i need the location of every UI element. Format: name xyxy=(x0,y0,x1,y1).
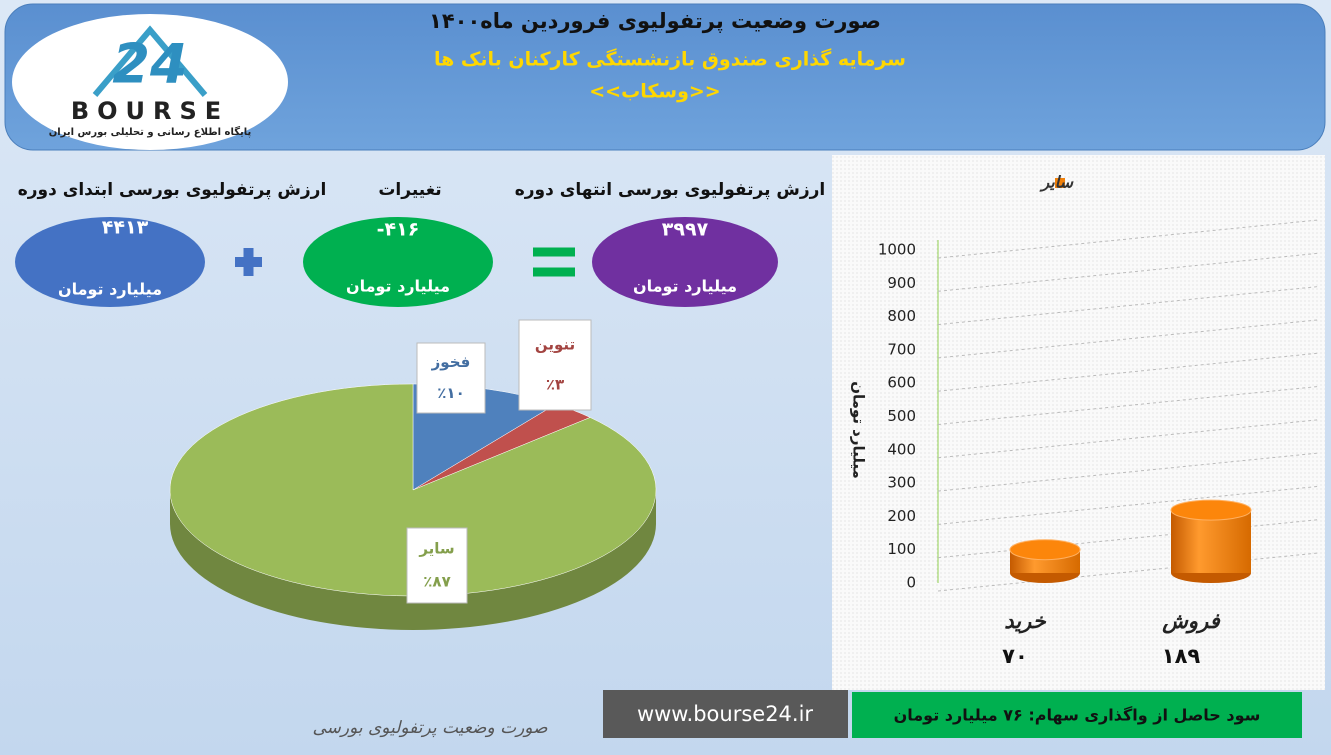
summary-label: ارزش پرتفولیوی بورسی ابتدای دوره xyxy=(18,180,327,200)
grid-line xyxy=(937,319,1319,359)
site-url: www.bourse24.ir xyxy=(637,702,813,726)
summary-value: ۳۹۹۷ xyxy=(662,219,709,241)
grid-line xyxy=(937,286,1319,326)
y-tick-label: 100 xyxy=(887,540,916,558)
grid-line xyxy=(937,252,1319,292)
summary-value: -۴۱۶ xyxy=(377,219,420,241)
label-box xyxy=(518,319,592,411)
grid-line xyxy=(937,419,1319,459)
fund-name: <<وسکاب>> xyxy=(589,81,720,103)
grid-line xyxy=(937,219,1319,259)
profit-box xyxy=(852,692,1302,738)
grid-line xyxy=(937,552,1319,592)
value-label: ۱۸۹ xyxy=(1162,644,1201,668)
y-tick-label: 200 xyxy=(887,507,916,525)
y-tick-label: 300 xyxy=(887,474,916,492)
pie-side xyxy=(170,490,656,630)
caption: صورت وضعیت پرتفولیوی بورسی xyxy=(312,718,548,738)
y-tick-label: 1000 xyxy=(878,241,916,259)
label-box xyxy=(416,342,486,414)
logo: 24 BOURSE پایگاه اطلاع رسانی و تحلیلی بو… xyxy=(12,14,288,150)
summary-label: تغییرات xyxy=(378,180,441,200)
logo-number: 24 xyxy=(112,33,187,96)
slice-name: سایر xyxy=(418,540,454,558)
grid-line xyxy=(937,452,1319,492)
y-tick-label: 900 xyxy=(887,274,916,292)
pie-chart: فخوز ٪۱۰ تنوین ٪۳ سایر ٪۸۷ xyxy=(169,319,657,630)
bar-top xyxy=(1009,539,1081,561)
bar-chart: 0 100 200 300 400 500 600 700 800 900 1000 میلیارد … xyxy=(850,173,1319,668)
logo-tagline: پایگاه اطلاع رسانی و تحلیلی بورس ایران xyxy=(49,125,252,138)
label-box xyxy=(406,527,468,604)
logo-brand: BOURSE xyxy=(71,97,229,125)
profit-text: سود حاصل از واگذاری سهام: ۷۶ میلیارد توم… xyxy=(894,706,1261,725)
summary-unit: میلیارد تومان xyxy=(346,277,450,296)
y-tick-label: 400 xyxy=(887,440,916,458)
value-ellipse xyxy=(15,217,205,307)
legend-label: سایر xyxy=(1038,173,1073,193)
value-label: ۷۰ xyxy=(1002,644,1028,668)
x-tick-label: خرید xyxy=(1004,609,1046,634)
value-ellipse xyxy=(303,217,493,307)
bar-panel xyxy=(832,155,1325,690)
summary-label: ارزش پرتفولیوی بورسی انتهای دوره xyxy=(515,180,826,200)
slice-value: ٪۳ xyxy=(546,375,564,393)
pie-slice xyxy=(169,383,657,597)
slice-name: تنوین xyxy=(535,336,575,354)
summary: ارزش پرتفولیوی بورسی ابتدای دوره تغییرات… xyxy=(15,180,825,307)
summary-unit: میلیارد تومان xyxy=(58,280,162,299)
y-tick-label: 0 xyxy=(906,574,916,592)
subtitle: سرمایه گذاری صندوق بازنشستگی کارکنان بان… xyxy=(434,48,906,71)
grid-line xyxy=(937,352,1319,392)
slice-value: ٪۸۷ xyxy=(423,573,450,591)
slice-name: فخوز xyxy=(431,353,471,371)
y-tick-label: 700 xyxy=(887,340,916,358)
grid-line xyxy=(937,519,1319,559)
y-axis-label: میلیارد تومان xyxy=(850,381,868,479)
grid-line xyxy=(937,485,1319,525)
bar-top xyxy=(1170,499,1252,521)
y-tick-label: 600 xyxy=(887,374,916,392)
summary-unit: میلیارد تومان xyxy=(633,277,737,296)
site-box xyxy=(603,690,848,738)
x-tick-label: فروش xyxy=(1161,609,1220,634)
value-ellipse xyxy=(592,217,778,307)
equals-sign xyxy=(533,247,575,277)
legend-swatch xyxy=(1055,178,1065,188)
header-band xyxy=(4,3,1326,151)
grid-line xyxy=(937,386,1319,425)
summary-value: ۴۴۱۳ xyxy=(102,217,149,239)
y-tick-label: 500 xyxy=(887,407,916,425)
title: صورت وضعیت پرتفولیوی فروردین ماه۱۴۰۰ xyxy=(429,9,881,33)
plus-sign xyxy=(235,248,262,276)
y-tick-label: 800 xyxy=(887,307,916,325)
slice-value: ٪۱۰ xyxy=(437,384,464,402)
